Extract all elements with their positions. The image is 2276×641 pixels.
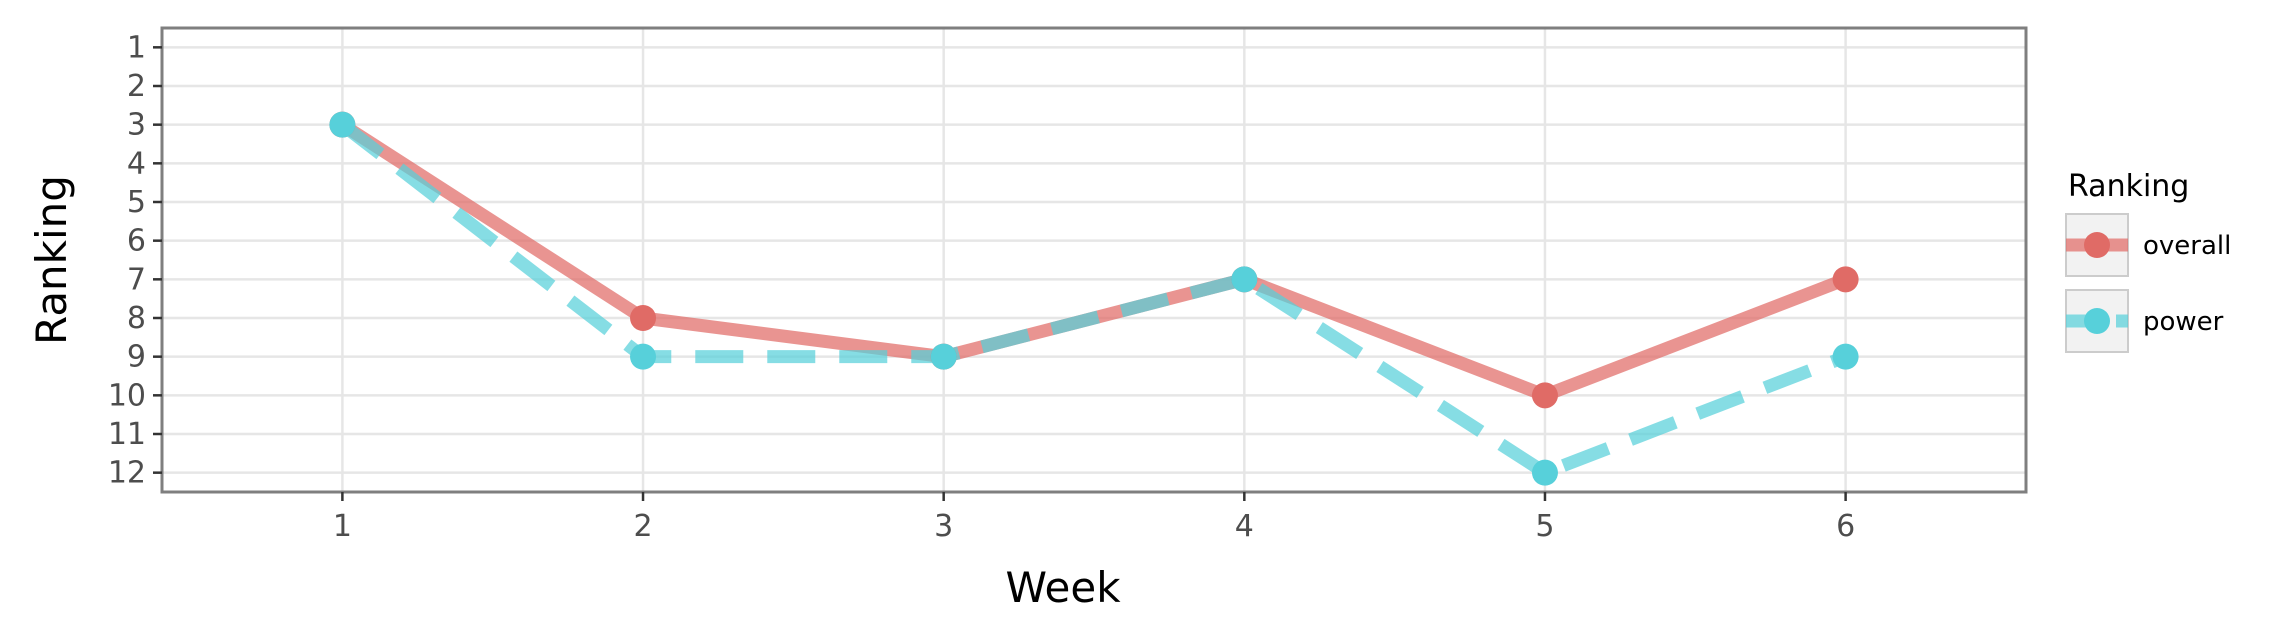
legend-items: overall power: [2065, 213, 2231, 353]
x-tick-label: 6: [1836, 509, 1855, 544]
y-tick-label: 11: [108, 417, 146, 452]
series-line-power: [338, 119, 1848, 480]
y-tick-label: 3: [127, 108, 146, 143]
y-tick-label: 7: [127, 262, 146, 297]
data-point-overall: [1832, 266, 1859, 293]
data-point-power: [329, 111, 356, 138]
y-tick-label: 12: [108, 456, 146, 491]
x-tick-label: 5: [1535, 509, 1554, 544]
x-tick-label: 4: [1235, 509, 1254, 544]
data-point-overall: [1531, 382, 1558, 409]
data-point-overall: [630, 305, 657, 331]
x-axis-title: Week: [1005, 563, 1121, 612]
data-point-power: [630, 343, 657, 370]
y-axis-title: Ranking: [27, 175, 76, 345]
y-tick-label: 5: [127, 185, 146, 220]
legend-marker-overall: [2084, 232, 2110, 258]
x-tick-label: 2: [633, 509, 652, 544]
x-tick-label: 1: [333, 509, 352, 544]
legend-marker-power: [2084, 308, 2110, 334]
data-point-power: [930, 343, 957, 370]
y-tick-label: 4: [127, 146, 146, 181]
y-tick-label: 1: [127, 30, 146, 65]
data-point-power: [1832, 343, 1859, 370]
x-tick-label: 3: [934, 509, 953, 544]
legend-label-power: power: [2143, 307, 2224, 337]
y-tick-label: 2: [127, 69, 146, 104]
y-tick-label: 9: [127, 340, 146, 375]
legend-label-overall: overall: [2143, 231, 2231, 261]
series-layer: [329, 111, 1859, 486]
y-tick-label: 6: [127, 224, 146, 259]
legend-title: Ranking: [2068, 169, 2189, 204]
y-tick-label: 10: [108, 378, 146, 413]
legend: Ranking overall power: [2065, 169, 2231, 353]
plot-border: [160, 26, 2028, 494]
data-point-power: [1231, 266, 1258, 293]
y-tick-label: 8: [127, 301, 146, 336]
data-point-power: [1531, 459, 1558, 486]
grid: [162, 28, 2026, 492]
